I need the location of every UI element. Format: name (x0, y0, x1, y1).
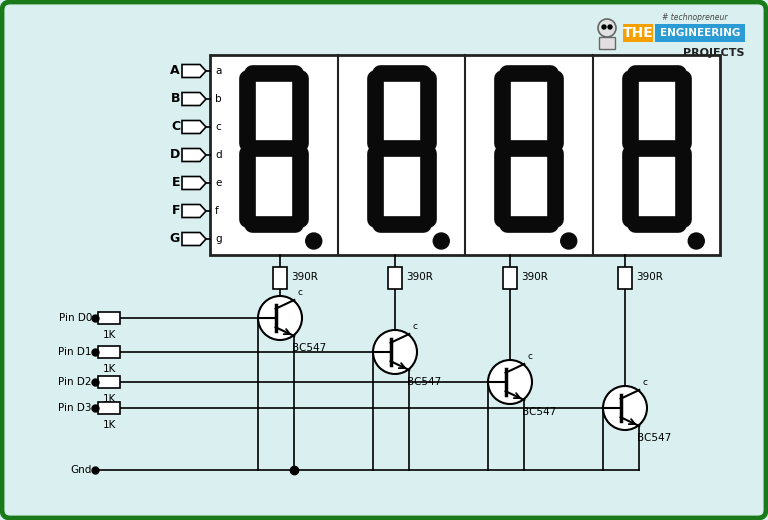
Text: Pin D0: Pin D0 (58, 313, 92, 323)
Polygon shape (182, 176, 206, 189)
Bar (98, 346, 120, 358)
Text: 390R: 390R (291, 272, 318, 282)
Text: F: F (171, 204, 180, 217)
Text: Pin D3: Pin D3 (58, 403, 92, 413)
Text: 1K: 1K (102, 394, 116, 404)
Text: ENGINEERING: ENGINEERING (660, 28, 740, 38)
Circle shape (488, 360, 532, 404)
Bar (599, 37, 615, 49)
Text: c: c (412, 322, 417, 331)
Circle shape (306, 233, 322, 249)
Bar (273, 267, 287, 289)
Text: g: g (215, 234, 222, 244)
Circle shape (373, 330, 417, 374)
Bar (388, 267, 402, 289)
Polygon shape (182, 121, 206, 134)
Text: C: C (170, 121, 180, 134)
Text: 1K: 1K (102, 420, 116, 430)
Bar (655, 24, 745, 42)
Text: c: c (215, 122, 220, 132)
Circle shape (688, 233, 704, 249)
Text: BC547: BC547 (407, 378, 442, 387)
Polygon shape (182, 204, 206, 217)
Polygon shape (182, 149, 206, 162)
Text: c: c (528, 352, 532, 361)
Text: THE: THE (623, 26, 654, 40)
Polygon shape (182, 64, 206, 77)
Circle shape (608, 25, 612, 29)
Text: BC547: BC547 (522, 407, 556, 417)
Circle shape (598, 19, 616, 37)
Text: Gnd: Gnd (71, 465, 92, 475)
Text: BC547: BC547 (637, 433, 671, 443)
Bar (503, 267, 517, 289)
Text: BC547: BC547 (292, 343, 326, 353)
Text: c: c (297, 288, 303, 297)
Text: B: B (170, 93, 180, 106)
Text: c: c (642, 378, 647, 387)
Text: f: f (215, 206, 219, 216)
Polygon shape (182, 93, 206, 106)
Bar (210, 55, 720, 255)
Bar (98, 402, 120, 414)
Text: A: A (170, 64, 180, 77)
Bar (623, 24, 653, 42)
Circle shape (602, 25, 606, 29)
Circle shape (433, 233, 449, 249)
Text: PROJECTS: PROJECTS (684, 48, 745, 58)
Text: e: e (215, 178, 221, 188)
Text: 390R: 390R (636, 272, 663, 282)
Polygon shape (182, 232, 206, 245)
Text: b: b (215, 94, 222, 104)
Text: d: d (215, 150, 222, 160)
Circle shape (603, 386, 647, 430)
Text: # technopreneur: # technopreneur (662, 12, 728, 21)
Text: 1K: 1K (102, 364, 116, 374)
Bar (618, 267, 632, 289)
Text: Pin D1: Pin D1 (58, 347, 92, 357)
Bar (98, 376, 120, 388)
Bar (98, 312, 120, 324)
Text: a: a (215, 66, 221, 76)
Text: 390R: 390R (406, 272, 433, 282)
Text: 1K: 1K (102, 330, 116, 340)
Text: E: E (171, 176, 180, 189)
Text: G: G (170, 232, 180, 245)
Text: Pin D2: Pin D2 (58, 377, 92, 387)
Circle shape (258, 296, 302, 340)
Circle shape (561, 233, 577, 249)
Text: 390R: 390R (521, 272, 548, 282)
Text: D: D (170, 149, 180, 162)
